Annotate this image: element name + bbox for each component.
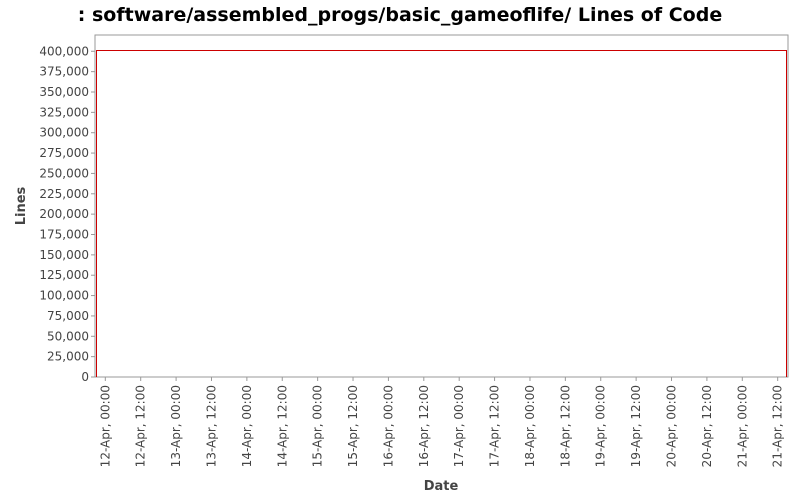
y-tick-label: 225,000: [39, 187, 89, 201]
x-tick-label: 12-Apr, 00:00: [98, 385, 112, 467]
series-layer: [96, 50, 787, 377]
chart-title: : software/assembled_progs/basic_gameofl…: [77, 4, 723, 26]
y-tick-label: 300,000: [39, 126, 89, 140]
x-tick-label: 18-Apr, 00:00: [523, 385, 537, 467]
x-tick-label: 15-Apr, 12:00: [346, 385, 360, 467]
y-tick-label: 0: [81, 370, 89, 384]
x-axis-label: Date: [424, 479, 459, 494]
y-tick-label: 325,000: [39, 105, 89, 119]
x-tick-label: 15-Apr, 00:00: [311, 385, 325, 467]
y-tick-label: 250,000: [39, 166, 89, 180]
y-tick-label: 150,000: [39, 248, 89, 262]
y-tick-label: 100,000: [39, 289, 89, 303]
x-tick-label: 17-Apr, 00:00: [452, 385, 466, 467]
x-tick-label: 19-Apr, 12:00: [629, 385, 643, 467]
x-tick-label: 19-Apr, 00:00: [594, 385, 608, 467]
y-tick-label: 400,000: [39, 44, 89, 58]
x-tick-label: 21-Apr, 00:00: [735, 385, 749, 467]
x-tick-label: 20-Apr, 12:00: [700, 385, 714, 467]
y-tick-label: 200,000: [39, 207, 89, 221]
x-tick-label: 13-Apr, 12:00: [204, 385, 218, 467]
y-tick-label: 375,000: [39, 65, 89, 79]
x-tick-label: 16-Apr, 12:00: [417, 385, 431, 467]
y-tick-label: 175,000: [39, 228, 89, 242]
x-axis: 12-Apr, 00:00 12-Apr, 12:00 13-Apr, 00:00 1…: [98, 377, 785, 467]
x-tick-label: 13-Apr, 00:00: [169, 385, 183, 467]
x-tick-label: 18-Apr, 12:00: [558, 385, 572, 467]
y-tick-label: 125,000: [39, 268, 89, 282]
y-tick-label: 25,000: [47, 350, 89, 364]
y-axis-label: Lines: [14, 186, 29, 225]
x-tick-label: 21-Apr, 12:00: [771, 385, 785, 467]
y-tick-label: 75,000: [47, 309, 89, 323]
y-axis: 0 25,000 50,000 75,000 100,000 125,000 150,000…: [39, 44, 95, 384]
y-tick-label: 275,000: [39, 146, 89, 160]
series-line: [96, 50, 787, 377]
x-tick-label: 14-Apr, 00:00: [240, 385, 254, 467]
plot-background: [94, 34, 789, 378]
y-tick-label: 350,000: [39, 85, 89, 99]
x-tick-label: 17-Apr, 12:00: [488, 385, 502, 467]
x-tick-label: 16-Apr, 00:00: [381, 385, 395, 467]
x-tick-label: 20-Apr, 00:00: [665, 385, 679, 467]
x-tick-label: 12-Apr, 12:00: [134, 385, 148, 467]
y-tick-label: 50,000: [47, 329, 89, 343]
x-tick-label: 14-Apr, 12:00: [275, 385, 289, 467]
